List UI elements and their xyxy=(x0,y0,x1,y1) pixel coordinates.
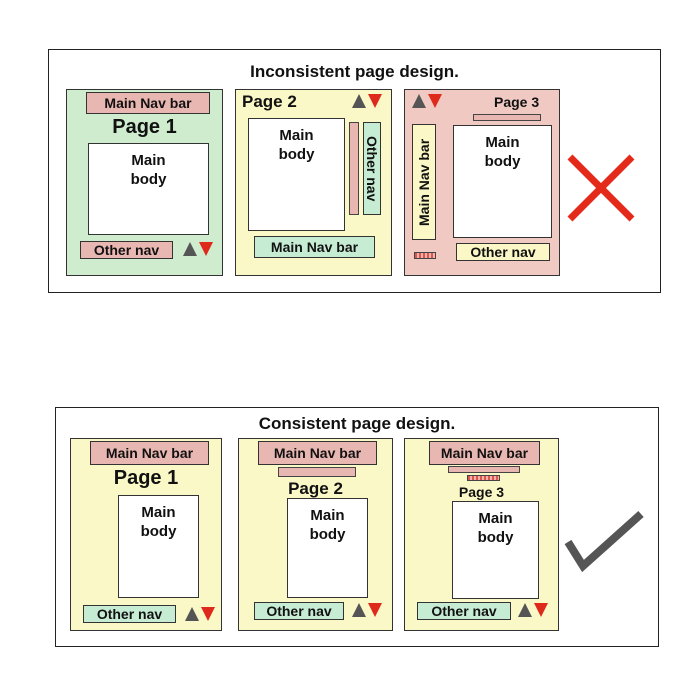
bottom-page-2-nav-arrows xyxy=(352,603,382,617)
top-page-3-label: Page 3 xyxy=(494,94,540,110)
down-arrow-icon xyxy=(199,242,213,256)
top-page-3-hatched-bar xyxy=(414,252,436,259)
top-page-2-main-nav-bar: Main Nav bar xyxy=(254,236,375,258)
bottom-page-2-main-nav-bar: Main Nav bar xyxy=(258,441,377,465)
bottom-page-3-sub-bar xyxy=(448,466,520,473)
top-page-2-other-nav: Other nav xyxy=(363,122,381,215)
down-arrow-icon xyxy=(428,94,442,108)
top-page-1-nav-arrows xyxy=(183,242,213,256)
top-page-2-nav-arrows xyxy=(352,94,382,108)
bottom-page-1-main-nav-bar: Main Nav bar xyxy=(90,441,209,465)
up-arrow-icon xyxy=(412,94,426,108)
top-page-1-main-nav-bar: Main Nav bar xyxy=(86,92,210,114)
up-arrow-icon xyxy=(183,242,197,256)
bottom-page-1-other-nav: Other nav xyxy=(83,605,176,623)
top-page-3-sub-bar xyxy=(473,114,541,121)
top-page-3-main-nav-bar: Main Nav bar xyxy=(412,124,436,240)
bottom-page-1-main-body: Main body xyxy=(118,495,199,598)
bottom-page-1-nav-arrows xyxy=(185,607,215,621)
top-page-3-other-nav: Other nav xyxy=(456,243,550,261)
top-page-2-main-body: Main body xyxy=(248,118,345,231)
top-page-1-other-nav: Other nav xyxy=(80,241,173,259)
down-arrow-icon xyxy=(368,603,382,617)
top-page-1-main-body: Main body xyxy=(88,143,209,235)
bottom-page-1-label: Page 1 xyxy=(113,467,179,489)
cross-icon xyxy=(567,154,635,222)
up-arrow-icon xyxy=(352,94,366,108)
down-arrow-icon xyxy=(201,607,215,621)
top-page-3-main-body: Main body xyxy=(453,125,552,238)
up-arrow-icon xyxy=(352,603,366,617)
bottom-page-3-main-nav-bar: Main Nav bar xyxy=(429,441,540,465)
bottom-page-3-other-nav: Other nav xyxy=(417,602,511,620)
inconsistent-title: Inconsistent page design. xyxy=(250,62,459,81)
up-arrow-icon xyxy=(518,603,532,617)
down-arrow-icon xyxy=(534,603,548,617)
bottom-page-3-label: Page 3 xyxy=(458,484,505,500)
consistent-title: Consistent page design. xyxy=(258,414,456,433)
top-page-2-label: Page 2 xyxy=(242,92,297,111)
down-arrow-icon xyxy=(368,94,382,108)
top-page-2-side-bar xyxy=(349,122,359,215)
bottom-page-2-other-nav: Other nav xyxy=(254,602,344,620)
bottom-page-3-hatched-bar xyxy=(467,475,500,481)
bottom-page-3-nav-arrows xyxy=(518,603,548,617)
bottom-page-3-main-body: Main body xyxy=(452,501,539,599)
top-page-3-nav-arrows xyxy=(412,94,442,108)
check-icon xyxy=(564,511,644,573)
up-arrow-icon xyxy=(185,607,199,621)
bottom-page-2-label: Page 2 xyxy=(288,479,343,498)
top-page-1-label: Page 1 xyxy=(112,116,177,138)
bottom-page-2-sub-bar xyxy=(278,467,356,477)
bottom-page-2-main-body: Main body xyxy=(287,498,368,598)
